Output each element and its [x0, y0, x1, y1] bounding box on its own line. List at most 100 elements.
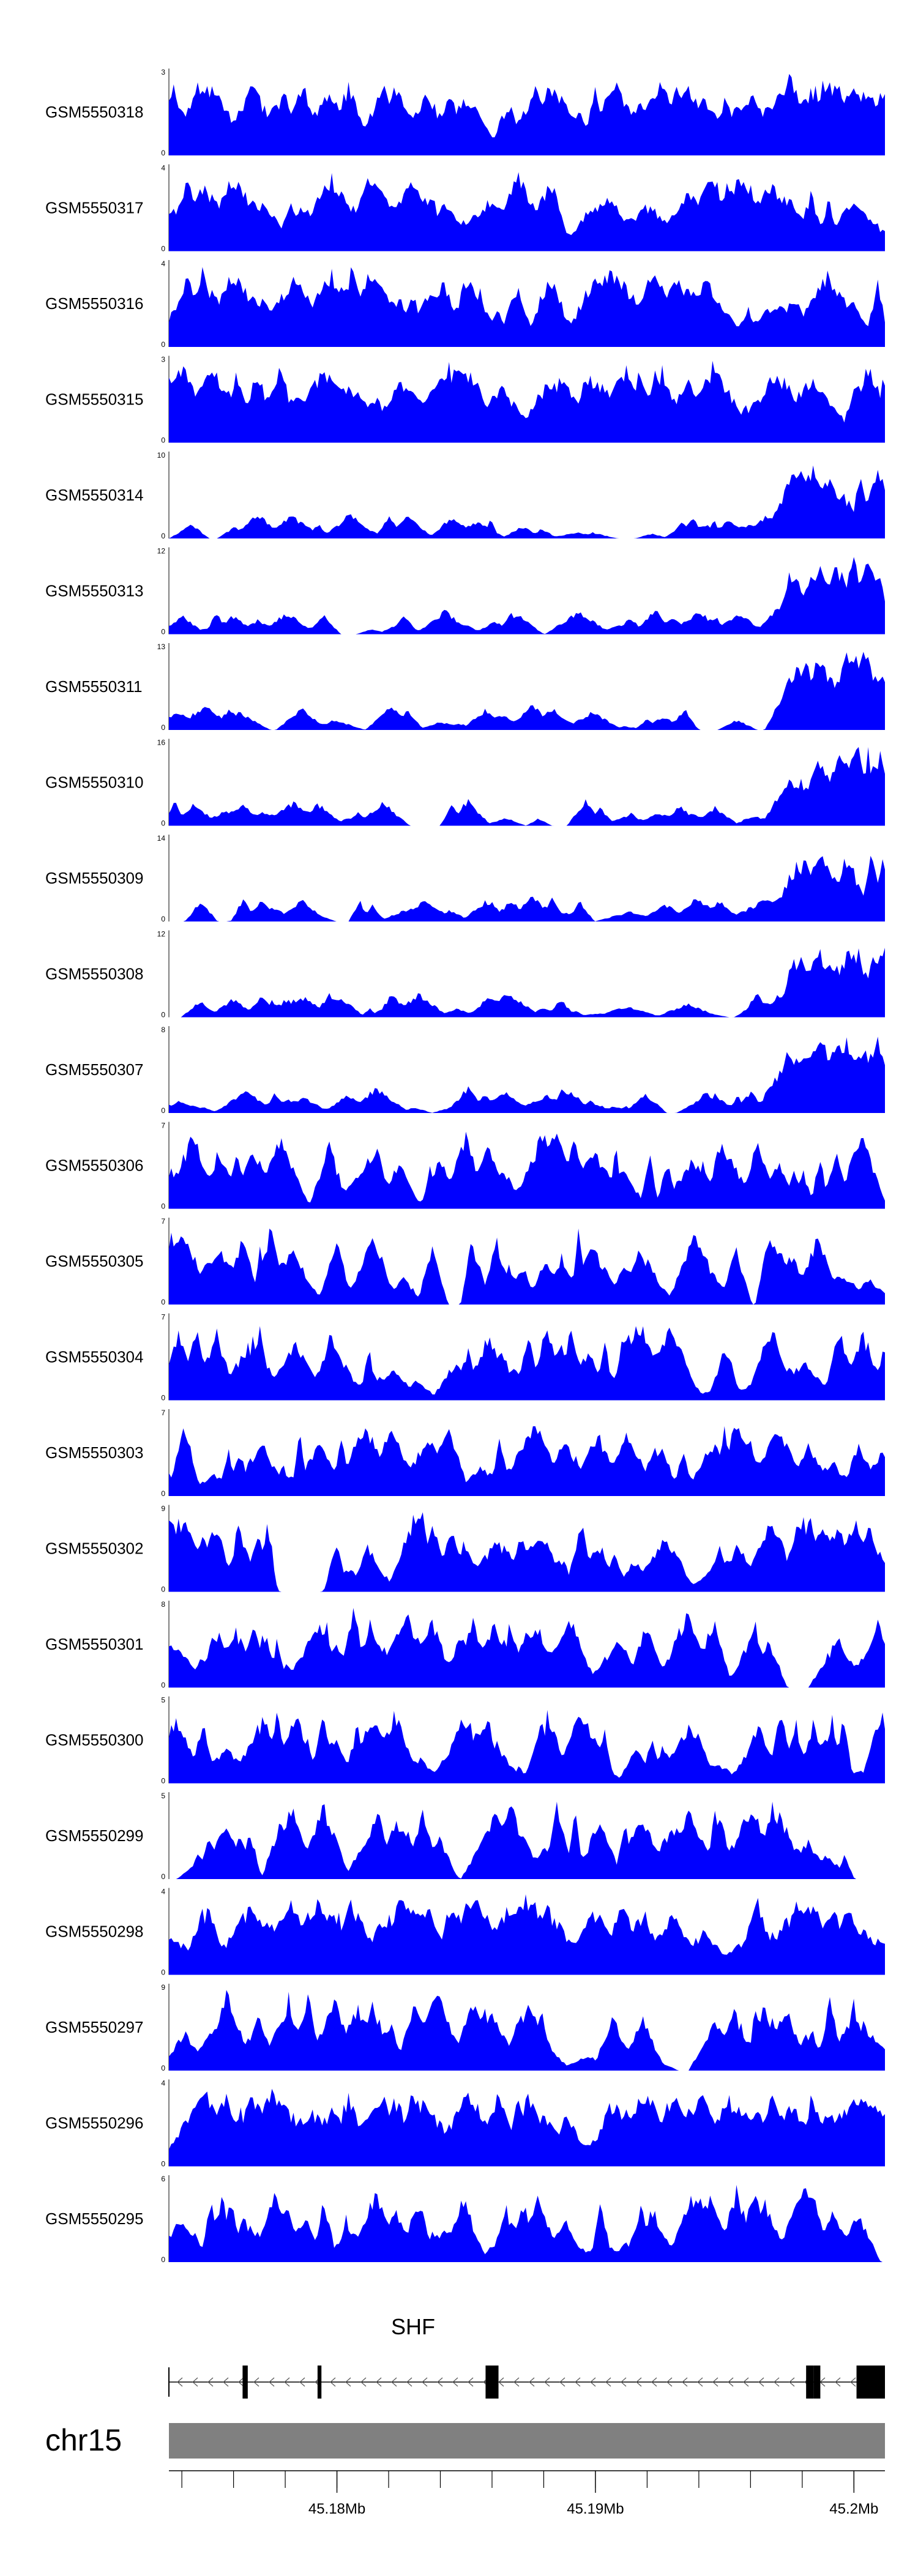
chromosome-ideogram-bar	[169, 2423, 885, 2459]
strand-arrow	[728, 2377, 734, 2387]
track-ymin-label: 0	[161, 1968, 165, 1977]
track-GSM5550300: GSM5550300 5 0	[45, 1696, 885, 1785]
track-GSM5550297: GSM5550297 9 0	[45, 1983, 885, 2072]
strand-arrow	[559, 2377, 565, 2387]
strand-arrow	[621, 2377, 627, 2387]
exon	[856, 2366, 885, 2399]
exon	[813, 2366, 821, 2399]
coverage-area	[169, 1801, 885, 1879]
coverage-area	[169, 2088, 885, 2167]
track-label: GSM5550299	[45, 1826, 143, 1845]
track-ymin-label: 0	[161, 723, 165, 732]
coverage-area	[169, 360, 885, 443]
track-ymin-label: 0	[161, 532, 165, 540]
track-GSM5550310: GSM5550310 16 0	[45, 739, 885, 828]
strand-arrow	[284, 2377, 290, 2387]
track-GSM5550303: GSM5550303 7 0	[45, 1409, 885, 1498]
coverage-area	[169, 73, 885, 156]
strand-arrow	[697, 2377, 703, 2387]
strand-arrow	[743, 2377, 749, 2387]
exon	[317, 2366, 322, 2399]
track-label: GSM5550318	[45, 103, 143, 121]
track-ymax-label: 5	[161, 1792, 165, 1800]
axis-tick-label: 45.19Mb	[567, 2501, 624, 2517]
strand-arrow	[590, 2377, 596, 2387]
coverage-area	[169, 267, 885, 347]
strand-arrow	[223, 2377, 229, 2387]
strand-arrow	[712, 2377, 718, 2387]
track-ymax-label: 9	[161, 1505, 165, 1513]
track-ymin-label: 0	[161, 1872, 165, 1881]
strand-arrow	[207, 2377, 214, 2387]
track-ymax-label: 5	[161, 1696, 165, 1705]
track-label: GSM5550303	[45, 1443, 143, 1462]
strand-arrow	[605, 2377, 611, 2387]
track-GSM5550317: GSM5550317 4 0	[45, 164, 885, 253]
strand-arrow	[758, 2377, 764, 2387]
strand-arrow	[177, 2377, 183, 2387]
track-label: GSM5550304	[45, 1348, 143, 1366]
track-label: GSM5550300	[45, 1731, 143, 1749]
coverage-tracks: GSM555031830GSM555031740GSM555031640GSM5…	[45, 68, 885, 2264]
coverage-area	[169, 557, 885, 635]
strand-arrow	[437, 2377, 443, 2387]
track-GSM5550305: GSM5550305 7 0	[45, 1217, 885, 1306]
strand-arrow	[850, 2377, 856, 2387]
track-label: GSM5550301	[45, 1635, 143, 1653]
track-GSM5550301: GSM5550301 8 0	[45, 1600, 885, 1689]
track-ymax-label: 7	[161, 1217, 165, 1226]
strand-arrow	[666, 2377, 673, 2387]
track-label: GSM5550316	[45, 294, 143, 313]
strand-arrow	[345, 2377, 351, 2387]
track-label: GSM5550297	[45, 2018, 143, 2036]
track-ymin-label: 0	[161, 628, 165, 636]
track-ymax-label: 9	[161, 1983, 165, 1992]
strand-arrow	[789, 2377, 795, 2387]
strand-arrow	[269, 2377, 275, 2387]
track-ymax-label: 14	[157, 834, 166, 843]
track-GSM5550299: GSM5550299 5 0	[45, 1792, 885, 1881]
coverage-area	[169, 1710, 885, 1784]
strand-arrow	[299, 2377, 305, 2387]
track-ymin-label: 0	[161, 1011, 165, 1019]
coverage-area	[169, 1326, 885, 1401]
strand-arrow	[406, 2377, 412, 2387]
track-label: GSM5550308	[45, 965, 143, 983]
coverage-area	[169, 1607, 885, 1688]
track-ymax-label: 4	[161, 1888, 165, 1896]
coverage-area	[169, 1990, 885, 2071]
chromosome-track: chr15	[45, 2423, 885, 2459]
gene-label: SHF	[391, 2314, 435, 2339]
track-label: GSM5550296	[45, 2114, 143, 2132]
track-ymin-label: 0	[161, 819, 165, 828]
strand-arrow	[682, 2377, 688, 2387]
track-label: GSM5550295	[45, 2209, 143, 2228]
coverage-area	[169, 1037, 885, 1113]
axis-ticks: 45.18Mb 45.19Mb 45.2Mb	[181, 2471, 878, 2517]
coverage-area	[169, 172, 885, 251]
track-ymin-label: 0	[161, 2064, 165, 2072]
track-GSM5550304: GSM5550304 7 0	[45, 1313, 885, 1402]
track-label: GSM5550305	[45, 1252, 143, 1270]
track-GSM5550318: GSM5550318 3 0	[45, 68, 885, 157]
exon	[485, 2366, 499, 2399]
coverage-area	[169, 947, 885, 1018]
strand-arrow	[544, 2377, 550, 2387]
genomic-axis: 45.18Mb 45.19Mb 45.2Mb	[169, 2470, 885, 2517]
track-ymax-label: 4	[161, 2079, 165, 2088]
strand-arrow	[376, 2377, 382, 2387]
strand-arrow	[253, 2377, 259, 2387]
track-ymax-label: 3	[161, 356, 165, 364]
coverage-area	[169, 2184, 885, 2262]
track-GSM5550308: GSM5550308 12 0	[45, 930, 885, 1019]
gene-exons	[242, 2366, 885, 2399]
axis-tick-label: 45.2Mb	[829, 2501, 878, 2517]
axis-tick-label: 45.18Mb	[308, 2501, 365, 2517]
track-ymin-label: 0	[161, 1394, 165, 1402]
strand-arrow	[575, 2377, 581, 2387]
track-label: GSM5550311	[45, 677, 143, 696]
track-label: GSM5550317	[45, 199, 143, 217]
track-GSM5550307: GSM5550307 8 0	[45, 1026, 885, 1115]
strand-arrow	[529, 2377, 535, 2387]
track-ymax-label: 7	[161, 1409, 165, 1417]
